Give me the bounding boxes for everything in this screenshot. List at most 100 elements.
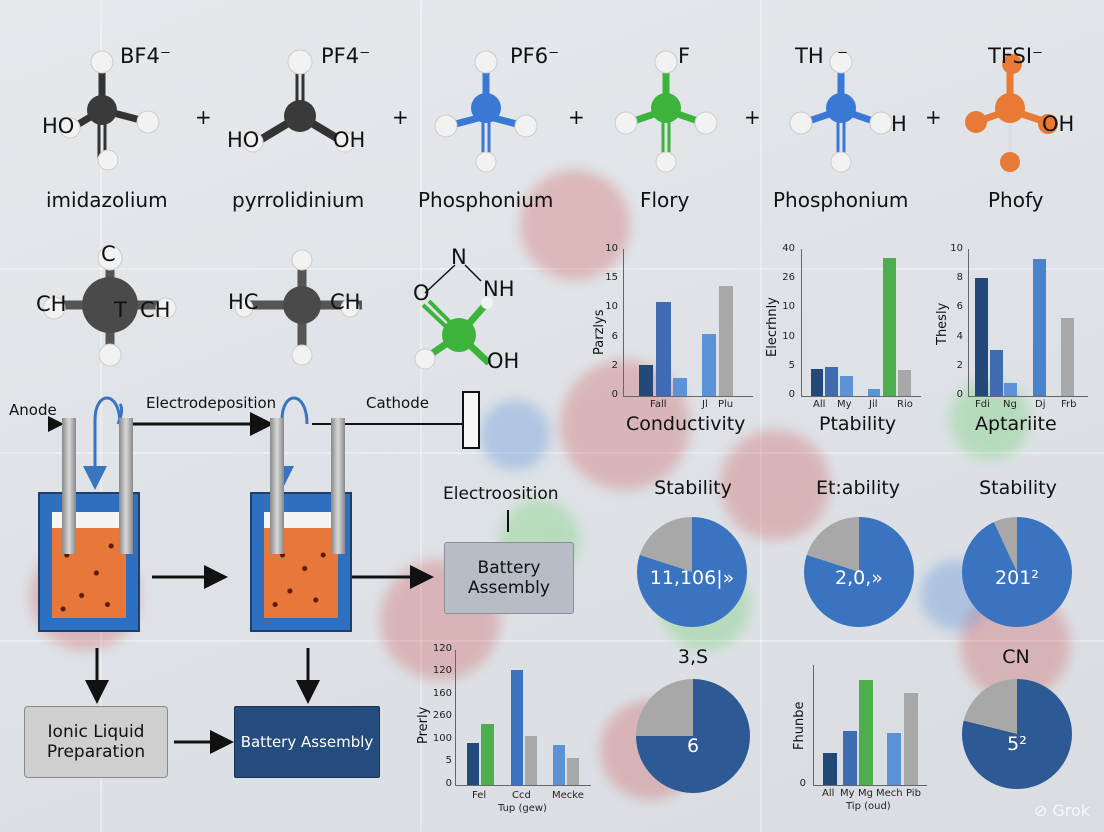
molecule-mid-1: C CH T CH: [30, 240, 190, 370]
plus-sign: +: [195, 105, 212, 129]
bars: [455, 650, 591, 785]
molecule-phosphonium-2: TH ⁻ H: [775, 40, 935, 173]
pie-title: Stability: [979, 477, 1057, 499]
bar: [639, 365, 653, 396]
x-category: All: [813, 399, 826, 410]
y-tick: 5: [445, 755, 452, 766]
molecule-ball-stick-icon: [242, 49, 356, 153]
molecule-ball-stick-icon: [789, 50, 893, 173]
y-tick: 2: [956, 360, 963, 371]
battery-assembly-dark-box[interactable]: Battery Assembly: [234, 706, 380, 778]
y-tick: 0: [956, 389, 963, 400]
pie-title: CN: [1002, 646, 1030, 668]
pie-chart-3s: [636, 679, 750, 793]
electrodeposition-label: Electrodeposition: [146, 394, 277, 412]
bar: [467, 743, 479, 785]
plus-sign: +: [744, 105, 761, 129]
atom-label-right: CH: [330, 290, 361, 314]
x-category: My: [840, 788, 855, 799]
chart-title: Ptability: [819, 413, 897, 435]
bar: [525, 736, 537, 785]
bar: [883, 258, 896, 396]
x-axis-label: Tup (gew): [498, 803, 547, 814]
bars: [623, 249, 753, 396]
plus-sign: +: [925, 105, 942, 129]
anion-label: PF4⁻: [321, 44, 371, 68]
bar: [511, 670, 523, 785]
pie-title: Et:ability: [815, 477, 901, 499]
bars: [813, 660, 927, 785]
y-tick: 5: [788, 360, 795, 371]
y-tick: 10: [950, 243, 963, 254]
x-category: Mech: [876, 788, 903, 799]
bar: [825, 367, 838, 396]
pie-title: 3,S: [677, 646, 709, 668]
y-tick: 40: [782, 243, 795, 254]
y-tick: 10: [605, 243, 618, 254]
cation-name: Phosphonium: [773, 188, 909, 212]
y-tick: 0: [611, 389, 618, 400]
battery-assembly-dark-label: Battery Assembly: [240, 733, 374, 751]
bar: [1033, 259, 1046, 396]
y-tick: 0: [799, 778, 806, 789]
y-tick: 15: [605, 272, 618, 283]
flow-diagram-lines: [48, 391, 509, 754]
y-tick: 6: [956, 301, 963, 312]
bar: [481, 724, 494, 785]
y-tick: 10: [782, 301, 795, 312]
atom-label-left: HO: [42, 114, 75, 138]
cation-name: Flory: [640, 188, 690, 212]
atom-label-bottom-right: OH: [487, 349, 520, 373]
atom-label-center: T: [114, 298, 127, 322]
bar: [1004, 383, 1017, 396]
bars: [968, 249, 1088, 396]
anode-electrode-2: [270, 418, 284, 554]
y-tick: 0: [788, 389, 795, 400]
cathode-electrode: [119, 418, 133, 554]
y-tick: 0: [445, 778, 452, 789]
bar: [719, 286, 733, 396]
pie-chart-stability-2: [804, 517, 914, 627]
ionic-liquid-box[interactable]: Ionic Liquid Preparation: [24, 706, 168, 778]
cation-name: Phofy: [988, 188, 1044, 212]
pie-value: 2,0,»: [835, 567, 883, 589]
bars: [801, 249, 921, 396]
y-tick: 26: [782, 272, 795, 283]
x-axis-label: Tip (oud): [846, 801, 891, 812]
atom-label-right: H: [891, 112, 907, 136]
x-category: Ccd: [512, 790, 531, 801]
plus-sign: +: [392, 105, 409, 129]
chart-ylabel: Fhunbe: [792, 701, 807, 750]
anion-label: F: [678, 44, 691, 68]
atom-label-right: CH: [140, 298, 171, 322]
bar: [859, 680, 873, 785]
atom-label-left: CH: [36, 292, 67, 316]
chart-title: Conductivity: [626, 413, 746, 435]
ionic-liquid-label: Ionic Liquid Preparation: [46, 722, 146, 762]
pie-chart-stability-3: [962, 517, 1072, 627]
x-category: Frb: [1061, 399, 1077, 410]
molecule-ball-stick-icon: [965, 54, 1058, 172]
bar: [823, 753, 837, 785]
x-category: Jl: [702, 399, 708, 410]
y-tick: 2: [611, 360, 618, 371]
atom-label-right: OH: [1042, 112, 1075, 136]
molecule-ball-stick-icon: [42, 245, 177, 367]
x-category: Ng: [1003, 399, 1017, 410]
cathode-electrode-2: [331, 418, 345, 554]
battery-assembly-label: Battery Assembly: [468, 558, 550, 598]
bar: [904, 693, 918, 785]
chart-prerly: Prerly 120 120 160 260 100 5 0 Fel Ccd M…: [410, 640, 600, 832]
pie-value: 5²: [1007, 733, 1027, 755]
x-category: Fel: [472, 790, 487, 801]
y-tick: 10: [605, 301, 618, 312]
molecule-pyrrolidinium: PF4⁻ HO OH: [225, 40, 385, 170]
y-tick: 8: [956, 272, 963, 283]
atom-label-top: C: [101, 242, 116, 266]
battery-assembly-box[interactable]: Battery Assembly: [444, 542, 574, 614]
plus-sign: +: [568, 105, 585, 129]
x-category: Fall: [650, 399, 667, 410]
x-category: Rio: [897, 399, 913, 410]
cation-name: Phosphonium: [418, 188, 554, 212]
y-tick: 6: [611, 331, 618, 342]
